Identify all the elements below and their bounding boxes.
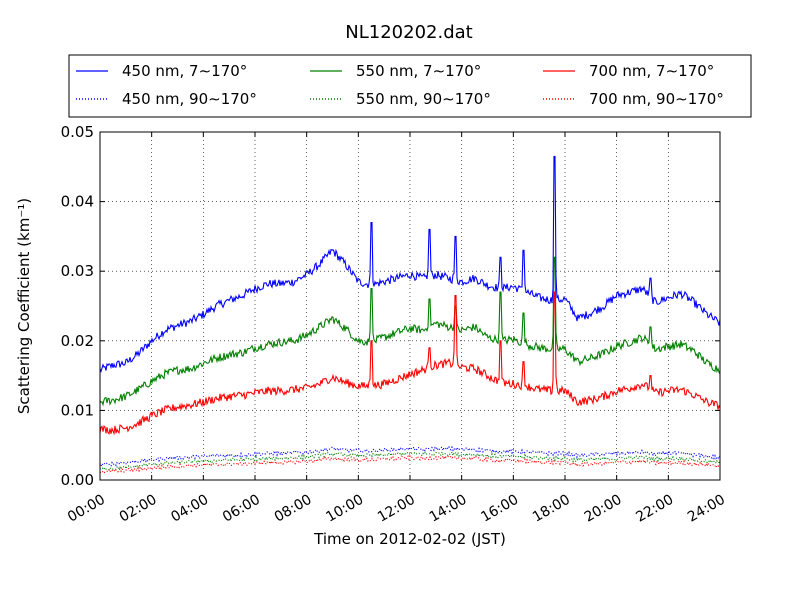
legend: 450 nm, 7∼170° 550 nm, 7∼170° 700 nm, 7∼17… <box>68 54 752 118</box>
y-tick-label: 0.05 <box>61 123 94 141</box>
y-tick-label: 0.00 <box>61 471 94 489</box>
series-700nm-7-170-line <box>99 291 721 436</box>
x-tick-label: 18:00 <box>530 492 573 526</box>
x-tick-label: 02:00 <box>117 492 160 526</box>
legend-entry-550nm-7-170-label: 550 nm, 7∼170° <box>356 62 481 80</box>
x-tick-label: 08:00 <box>272 492 315 526</box>
x-tick-label: 22:00 <box>633 492 676 526</box>
series-700nm-90-170-line <box>99 454 721 474</box>
x-axis-label: Time on 2012-02-02 (JST) <box>313 530 506 548</box>
legend-entry-700nm-90-170-label: 700 nm, 90∼170° <box>589 90 724 108</box>
legend-box <box>68 54 752 118</box>
x-tick-label: 04:00 <box>168 492 211 526</box>
series-450nm-90-170-line <box>99 445 721 468</box>
x-tick-label: 12:00 <box>375 492 418 526</box>
y-tick-label: 0.04 <box>61 193 94 211</box>
y-tick-label: 0.02 <box>61 332 94 350</box>
plot-frame <box>99 131 721 481</box>
y-tick-label: 0.01 <box>61 401 94 419</box>
x-tick-label: 14:00 <box>427 492 470 526</box>
x-tick-label: 24:00 <box>685 492 728 526</box>
y-axis-label: Scattering Coefficient (km⁻¹) <box>15 198 33 414</box>
series-450nm-7-170-line <box>99 155 721 373</box>
x-tick-label: 00:00 <box>65 492 108 526</box>
x-tick-label: 20:00 <box>582 492 625 526</box>
legend-entry-450nm-90-170-label: 450 nm, 90∼170° <box>122 90 257 108</box>
chart-title: NL120202.dat <box>345 22 472 43</box>
y-tick-label: 0.03 <box>61 262 94 280</box>
x-tick-label: 16:00 <box>478 492 521 526</box>
x-tick-label: 10:00 <box>323 492 366 526</box>
x-tick-label: 06:00 <box>220 492 263 526</box>
legend-entry-700nm-7-170-label: 700 nm, 7∼170° <box>589 62 714 80</box>
legend-entry-450nm-7-170-label: 450 nm, 7∼170° <box>122 62 247 80</box>
plot-area: 00:00 02:00 04:00 06:00 08:00 10:00 12:00 14:00… <box>61 123 728 526</box>
legend-entry-550nm-90-170-label: 550 nm, 90∼170° <box>356 90 491 108</box>
series-550nm-7-170-line <box>99 256 721 407</box>
